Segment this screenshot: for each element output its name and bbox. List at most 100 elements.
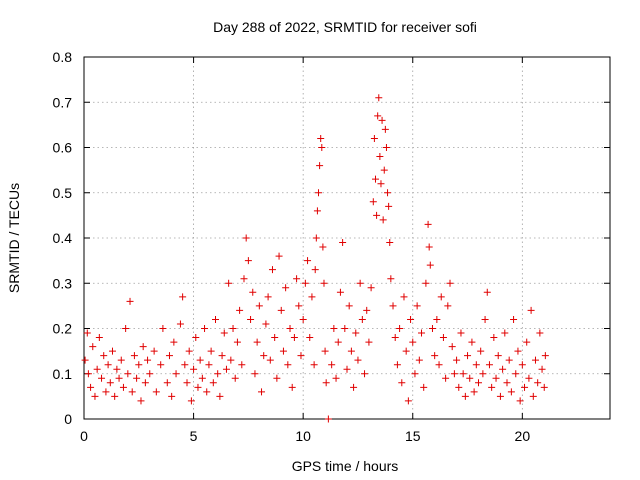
data-point (400, 293, 407, 300)
data-point (517, 397, 524, 404)
data-point (144, 357, 151, 364)
data-point (425, 221, 432, 228)
data-point (457, 330, 464, 337)
data-point (442, 375, 449, 382)
data-point (542, 352, 549, 359)
data-point (269, 266, 276, 273)
data-point (539, 366, 546, 373)
data-point (278, 307, 285, 314)
data-point (468, 339, 475, 346)
data-point (372, 176, 379, 183)
data-point (262, 320, 269, 327)
data-point (131, 352, 138, 359)
data-point (420, 384, 427, 391)
data-point (344, 366, 351, 373)
data-point (100, 352, 107, 359)
data-point (249, 289, 256, 296)
data-point (291, 334, 298, 341)
data-point (87, 384, 94, 391)
data-point (159, 325, 166, 332)
data-point (311, 361, 318, 368)
data-point (497, 393, 504, 400)
data-point (173, 370, 180, 377)
data-point (501, 330, 508, 337)
data-point (339, 239, 346, 246)
data-point (280, 348, 287, 355)
data-point (361, 370, 368, 377)
data-point (116, 375, 123, 382)
data-point (85, 370, 92, 377)
data-point (541, 384, 548, 391)
data-point (135, 361, 142, 368)
data-point (350, 384, 357, 391)
data-point (385, 203, 392, 210)
data-point (240, 275, 247, 282)
data-point (295, 302, 302, 309)
data-point (127, 298, 134, 305)
data-point (302, 280, 309, 287)
data-point (365, 339, 372, 346)
y-tick-label: 0.6 (53, 140, 73, 156)
data-point (142, 379, 149, 386)
data-point (260, 352, 267, 359)
data-point (221, 330, 228, 337)
data-point (348, 348, 355, 355)
data-point (466, 375, 473, 382)
data-point (276, 253, 283, 260)
data-point (170, 339, 177, 346)
data-point (382, 126, 389, 133)
data-point (433, 316, 440, 323)
data-point (133, 375, 140, 382)
y-tick-label: 0.2 (53, 321, 73, 337)
data-point (444, 302, 451, 309)
data-point (337, 289, 344, 296)
data-point (390, 302, 397, 309)
data-point (403, 348, 410, 355)
data-point (363, 307, 370, 314)
y-tick-label: 0.1 (53, 366, 73, 382)
data-point (243, 235, 250, 242)
data-point (315, 189, 322, 196)
data-point (151, 348, 158, 355)
data-point (212, 316, 219, 323)
data-point (506, 357, 513, 364)
data-point (525, 375, 532, 382)
data-point (208, 348, 215, 355)
data-point (319, 244, 326, 251)
data-point (512, 370, 519, 377)
data-point (140, 343, 147, 350)
data-point (436, 361, 443, 368)
data-point (359, 316, 366, 323)
data-point (236, 307, 243, 314)
data-point (308, 293, 315, 300)
data-point (409, 339, 416, 346)
data-point (210, 379, 217, 386)
data-point (514, 348, 521, 355)
data-point (381, 167, 388, 174)
data-point (447, 280, 454, 287)
data-point (166, 352, 173, 359)
data-point (267, 357, 274, 364)
x-tick-label: 5 (190, 428, 198, 444)
data-point (510, 316, 517, 323)
data-point (190, 366, 197, 373)
chart: Day 288 of 2022, SRMTID for receiver sof… (0, 0, 640, 480)
y-axis-label: SRMTID / TECUs (6, 183, 22, 293)
data-point (164, 379, 171, 386)
data-point (312, 266, 319, 273)
x-axis-label: GPS time / hours (292, 458, 399, 474)
data-point (107, 379, 114, 386)
data-point (316, 162, 323, 169)
data-point (96, 334, 103, 341)
data-point (232, 375, 239, 382)
data-point (386, 239, 393, 246)
data-point (376, 153, 383, 160)
data-point (223, 366, 230, 373)
data-point (118, 357, 125, 364)
data-point (293, 275, 300, 282)
data-point (181, 361, 188, 368)
data-point (341, 325, 348, 332)
data-point (473, 361, 480, 368)
data-point (84, 330, 91, 337)
data-point (521, 384, 528, 391)
